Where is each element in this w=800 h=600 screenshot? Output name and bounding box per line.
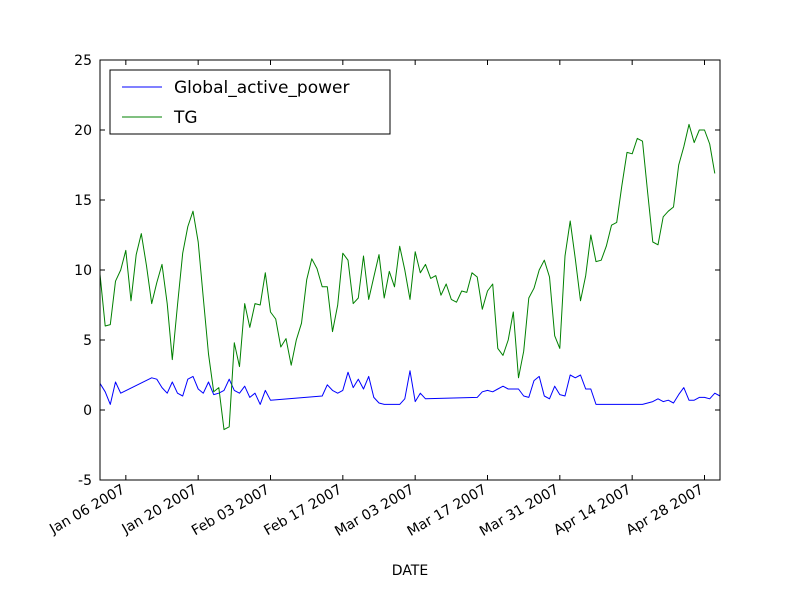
x-axis-title: DATE [392, 563, 428, 579]
y-tick-label: -5 [78, 473, 92, 489]
y-tick-label: 15 [74, 193, 92, 209]
plot-frame [99, 59, 721, 481]
series-line-1 [100, 123, 716, 431]
legend-frame [109, 69, 391, 135]
y-tick-label: 0 [83, 403, 92, 419]
legend-label-0: Global_active_power [174, 78, 349, 98]
series-line-0 [100, 370, 720, 405]
legend-label-1: TG [173, 108, 198, 128]
legend: Global_active_power TG [109, 69, 391, 135]
y-tick-label: 25 [74, 53, 92, 69]
y-tick-label: 10 [74, 263, 92, 279]
series-layer [100, 123, 720, 431]
y-tick-label: 20 [74, 123, 92, 139]
y-tick-label: 5 [83, 333, 92, 349]
